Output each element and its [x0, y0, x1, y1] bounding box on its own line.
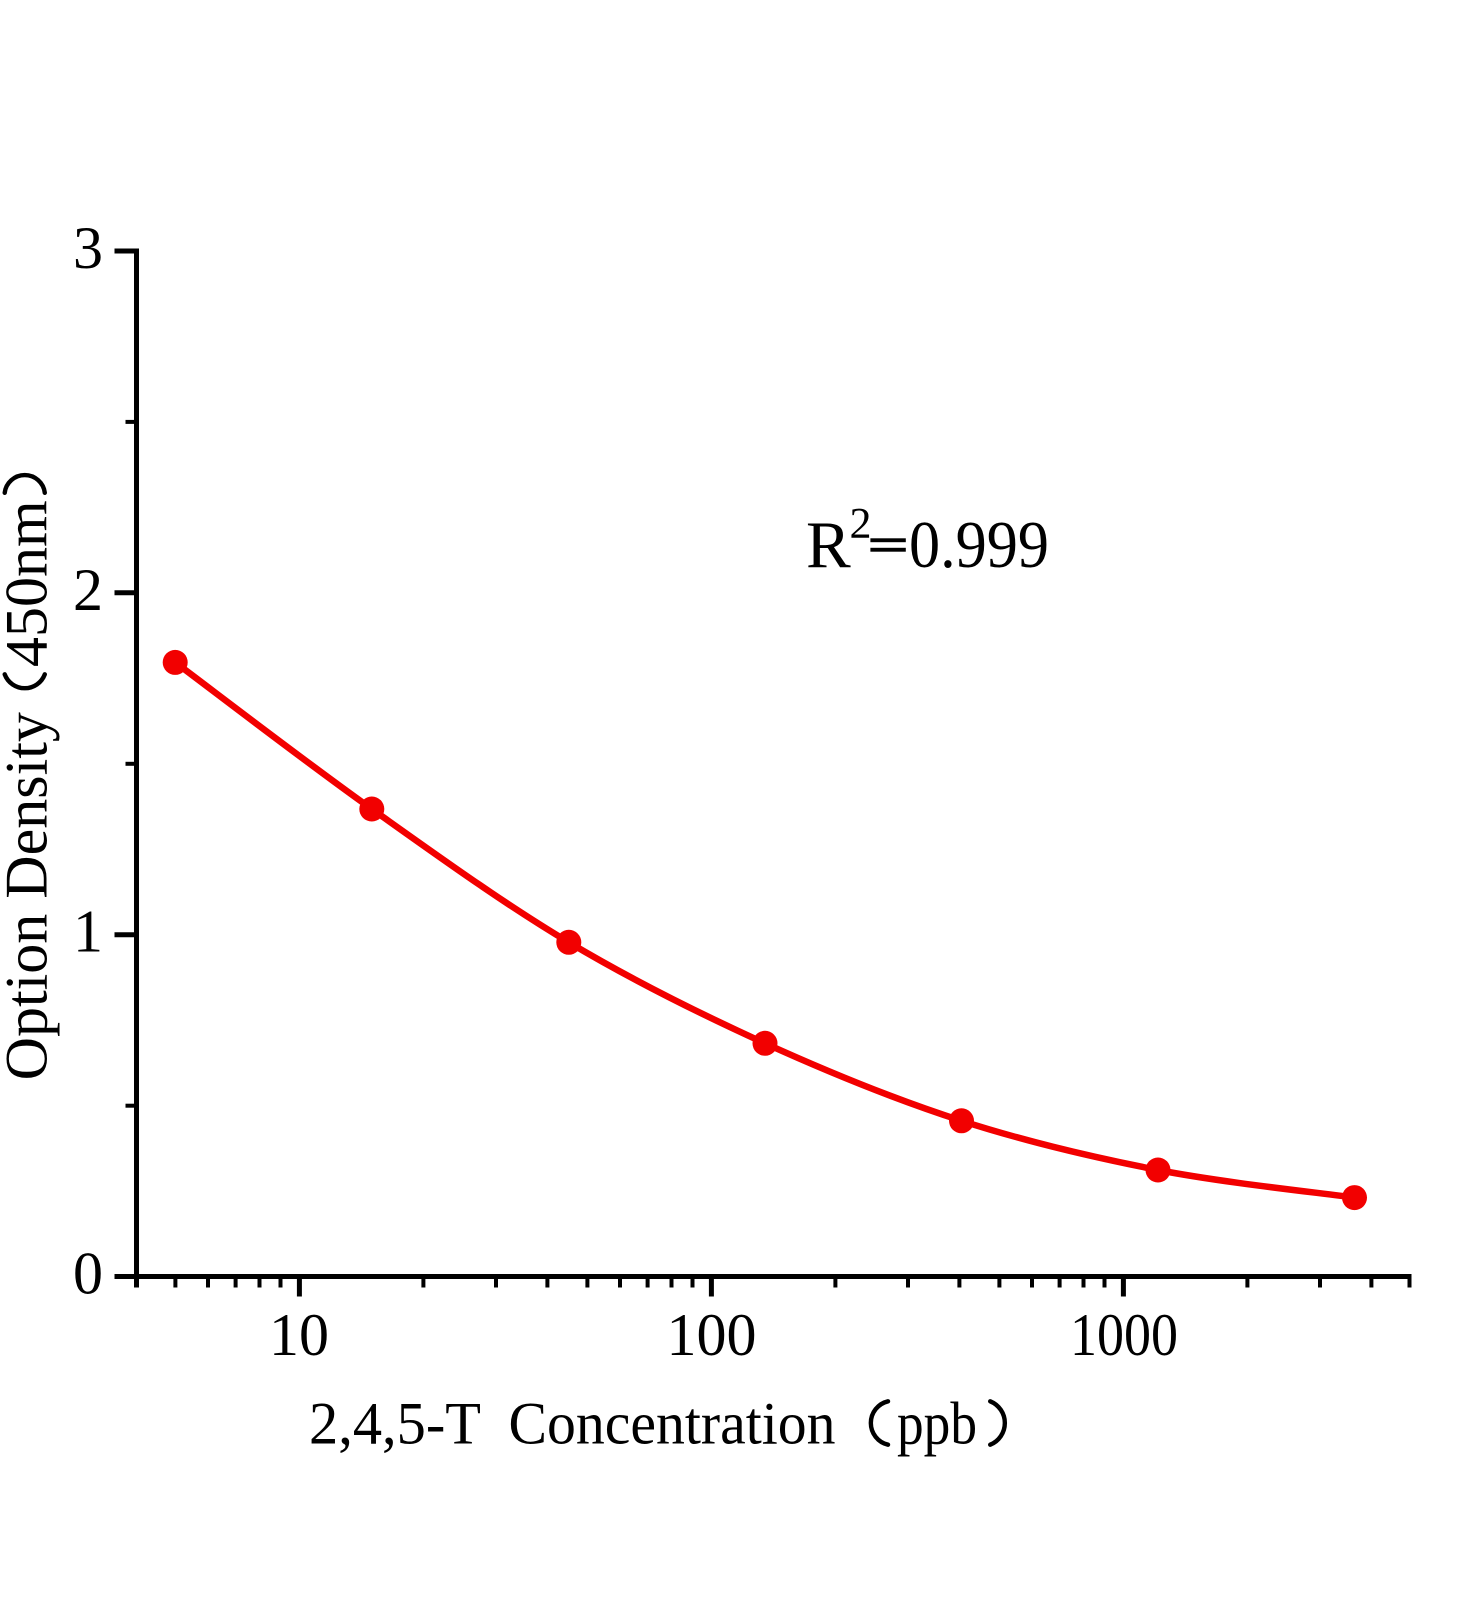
svg-text:1: 1 — [73, 899, 103, 965]
svg-text:0.999: 0.999 — [909, 508, 1049, 582]
svg-text:0: 0 — [73, 1241, 103, 1307]
svg-text:Option Density: Option Density — [0, 712, 60, 1080]
svg-text:10: 10 — [269, 1302, 329, 1368]
svg-text:1000: 1000 — [1070, 1302, 1178, 1368]
svg-text:R: R — [806, 508, 851, 582]
svg-text:100: 100 — [667, 1302, 757, 1368]
svg-text:2,4,5-T: 2,4,5-T — [309, 1391, 481, 1457]
svg-text:450nm: 450nm — [0, 500, 60, 667]
svg-text:ppb: ppb — [897, 1391, 977, 1457]
svg-text:Concentration: Concentration — [509, 1391, 836, 1457]
svg-text:2: 2 — [73, 557, 103, 623]
svg-text:3: 3 — [73, 215, 103, 281]
